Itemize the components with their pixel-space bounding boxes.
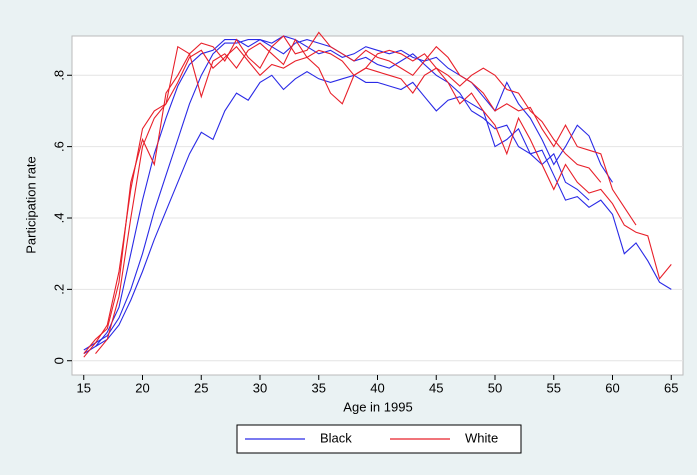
y-tick-label: .8 <box>51 70 66 81</box>
x-tick-label: 25 <box>194 380 208 395</box>
series-line <box>95 71 672 347</box>
y-tick-label: 0 <box>51 357 66 364</box>
x-tick-label: 60 <box>605 380 619 395</box>
x-axis-title: Age in 1995 <box>343 399 412 414</box>
x-tick-label: 35 <box>312 380 326 395</box>
x-tick-label: 45 <box>429 380 443 395</box>
x-tick-label: 50 <box>488 380 502 395</box>
x-tick-label: 20 <box>135 380 149 395</box>
y-tick-label: .4 <box>51 213 66 224</box>
x-tick-label: 15 <box>77 380 91 395</box>
series-line <box>83 38 602 354</box>
x-tick-label: 30 <box>253 380 267 395</box>
x-tick-label: 55 <box>547 380 561 395</box>
series-line <box>83 35 613 355</box>
plot-area <box>71 35 684 376</box>
x-tick-label: 65 <box>664 380 678 395</box>
y-tick-label: .6 <box>51 141 66 152</box>
series-line <box>83 31 637 358</box>
x-tick-label: 40 <box>370 380 384 395</box>
legend-label: Black <box>320 430 352 445</box>
y-tick-label: .2 <box>51 284 66 295</box>
y-axis-title: Participation rate <box>23 156 38 254</box>
legend-label: White <box>465 430 498 445</box>
series-line <box>95 45 672 354</box>
